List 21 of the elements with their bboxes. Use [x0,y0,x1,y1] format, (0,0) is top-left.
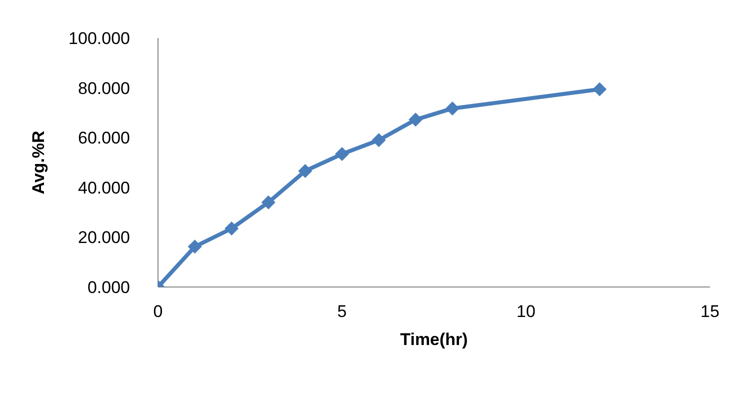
y-tick-label: 60.000 [78,128,130,148]
x-tick-label: 0 [153,302,163,322]
point [335,147,349,162]
y-tick-label: 100.000 [68,29,130,48]
y-axis-title: Avg.%R [29,130,48,194]
y-tick-label: 40.000 [78,178,130,198]
x-tick-label: 15 [700,302,720,322]
y-tick-label: 80.000 [78,78,130,98]
y-tick-label: 20.000 [78,228,130,248]
point [188,240,202,254]
point [592,82,607,96]
point [261,195,276,210]
y-tick-label: 0.000 [87,278,130,298]
point [224,221,239,236]
point [372,133,386,148]
x-tick-label: 10 [516,302,536,322]
x-tick-label: 5 [337,302,347,322]
point [445,101,460,116]
x-axis-title: Time(hr) [400,330,468,349]
point [408,112,423,127]
point [298,164,312,178]
